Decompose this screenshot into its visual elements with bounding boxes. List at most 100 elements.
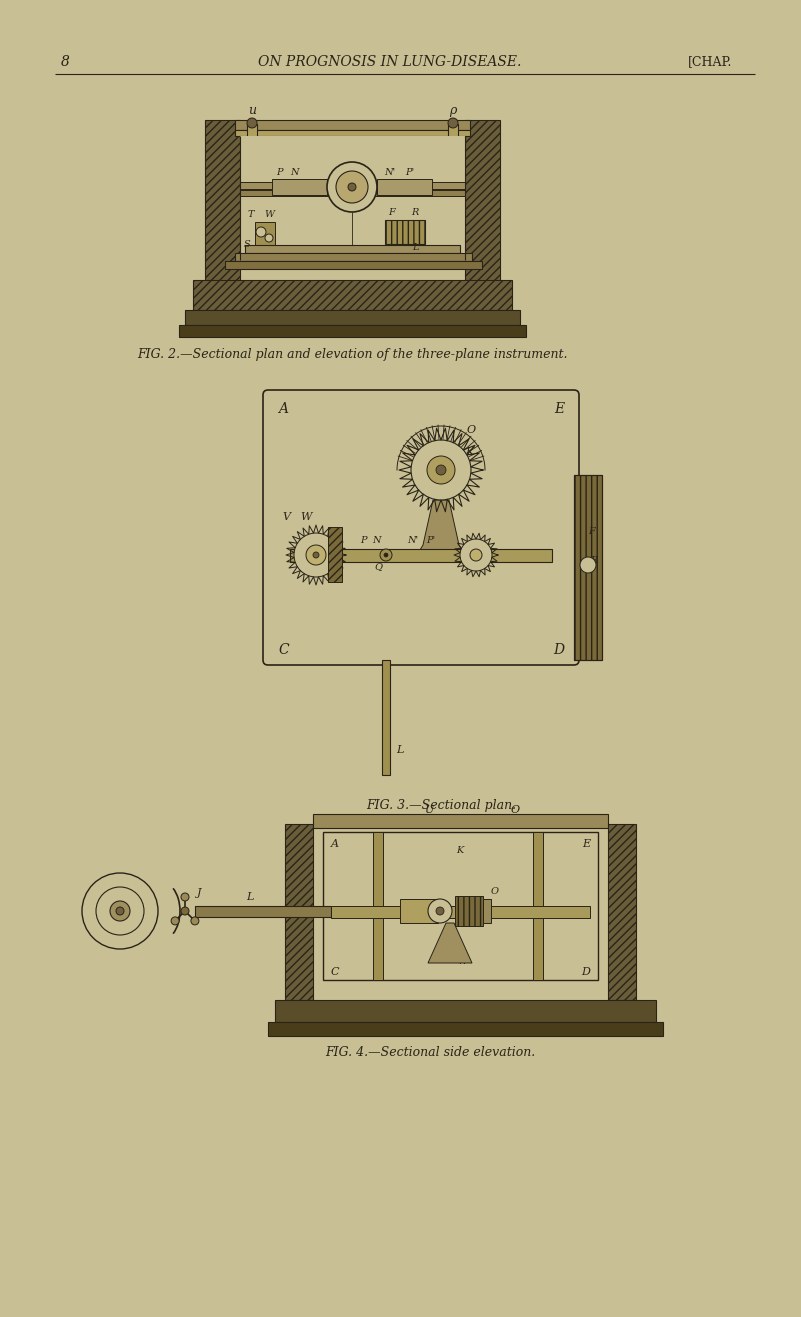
Text: W: W [457, 956, 467, 965]
Text: D: D [553, 643, 564, 657]
Text: S: S [244, 240, 250, 249]
Text: Q: Q [374, 562, 382, 572]
Text: N': N' [384, 167, 396, 176]
Circle shape [247, 119, 257, 128]
Text: V: V [282, 512, 290, 522]
Circle shape [436, 907, 444, 915]
Text: D: D [581, 967, 590, 977]
Text: u: u [248, 104, 256, 116]
Bar [331, 906, 590, 918]
Bar [385, 220, 425, 244]
Text: F: F [589, 527, 595, 536]
Bar [275, 1000, 656, 1022]
Text: N: N [290, 167, 298, 176]
Text: O: O [510, 805, 520, 815]
Circle shape [265, 234, 273, 242]
Bar [272, 179, 327, 195]
Bar [373, 832, 383, 980]
Bar [255, 223, 275, 250]
Bar [290, 549, 552, 562]
Circle shape [336, 171, 368, 203]
Text: [CHAP.: [CHAP. [688, 55, 732, 68]
Circle shape [380, 549, 392, 561]
Text: P': P' [405, 167, 415, 176]
Bar [285, 824, 313, 1000]
Circle shape [96, 888, 144, 935]
Circle shape [470, 549, 482, 561]
Text: T: T [248, 209, 254, 219]
Circle shape [460, 539, 492, 572]
Bar [483, 900, 491, 923]
Circle shape [191, 917, 199, 925]
Text: P': P' [426, 536, 436, 544]
Circle shape [171, 917, 179, 925]
Text: F: F [388, 208, 396, 216]
Text: $\cdot$B: $\cdot$B [139, 900, 151, 911]
Text: R: R [411, 208, 419, 216]
Circle shape [428, 900, 452, 923]
Circle shape [82, 873, 158, 950]
Bar [465, 120, 500, 290]
Text: C: C [278, 643, 288, 657]
Circle shape [110, 901, 130, 921]
Circle shape [348, 183, 356, 191]
Text: P: P [276, 167, 282, 176]
Text: C: C [331, 967, 340, 977]
Circle shape [256, 227, 266, 237]
Text: E: E [553, 402, 564, 416]
Text: N: N [372, 536, 380, 544]
Text: W: W [264, 209, 274, 219]
Circle shape [181, 893, 189, 901]
Circle shape [427, 456, 455, 485]
Text: L: L [412, 242, 418, 252]
Text: L: L [247, 892, 254, 902]
Bar [533, 832, 543, 980]
Text: K: K [465, 446, 473, 457]
Text: W: W [300, 512, 312, 522]
Bar [185, 309, 520, 325]
Bar [235, 253, 472, 261]
Circle shape [448, 119, 458, 128]
Text: P: P [360, 536, 366, 544]
Bar [323, 832, 598, 980]
Text: FIG. 3.—Sectional plan.: FIG. 3.—Sectional plan. [366, 798, 516, 811]
Bar [448, 124, 458, 263]
Polygon shape [417, 500, 465, 554]
Circle shape [181, 907, 189, 915]
Bar [400, 900, 438, 923]
Bar [313, 814, 608, 828]
Text: A: A [278, 402, 288, 416]
Bar [240, 190, 465, 196]
Text: FIG. 4.—Sectional side elevation.: FIG. 4.—Sectional side elevation. [325, 1046, 535, 1059]
Circle shape [306, 545, 326, 565]
Bar [247, 124, 257, 263]
Polygon shape [428, 923, 472, 963]
Text: K: K [457, 846, 464, 855]
Text: ON PROGNOSIS IN LUNG-DISEASE.: ON PROGNOSIS IN LUNG-DISEASE. [258, 55, 521, 68]
Bar [240, 136, 465, 270]
Bar [235, 120, 470, 130]
Circle shape [327, 162, 377, 212]
Circle shape [294, 533, 338, 577]
Bar [382, 660, 390, 774]
Bar [195, 906, 331, 917]
Bar [328, 527, 342, 582]
Bar [455, 896, 483, 926]
Text: L: L [396, 745, 404, 755]
Text: 8: 8 [61, 55, 70, 68]
Text: A: A [331, 839, 339, 849]
Text: E: E [582, 839, 590, 849]
Bar [574, 475, 602, 660]
Bar [268, 1022, 663, 1036]
Circle shape [384, 553, 388, 557]
Text: O: O [491, 886, 499, 896]
Text: ρ: ρ [449, 104, 457, 116]
Bar [240, 182, 465, 190]
Circle shape [116, 907, 124, 915]
Text: N': N' [408, 536, 419, 544]
Circle shape [580, 557, 596, 573]
FancyBboxPatch shape [263, 390, 579, 665]
Bar [574, 475, 602, 660]
Circle shape [313, 552, 319, 558]
Bar [245, 245, 460, 253]
